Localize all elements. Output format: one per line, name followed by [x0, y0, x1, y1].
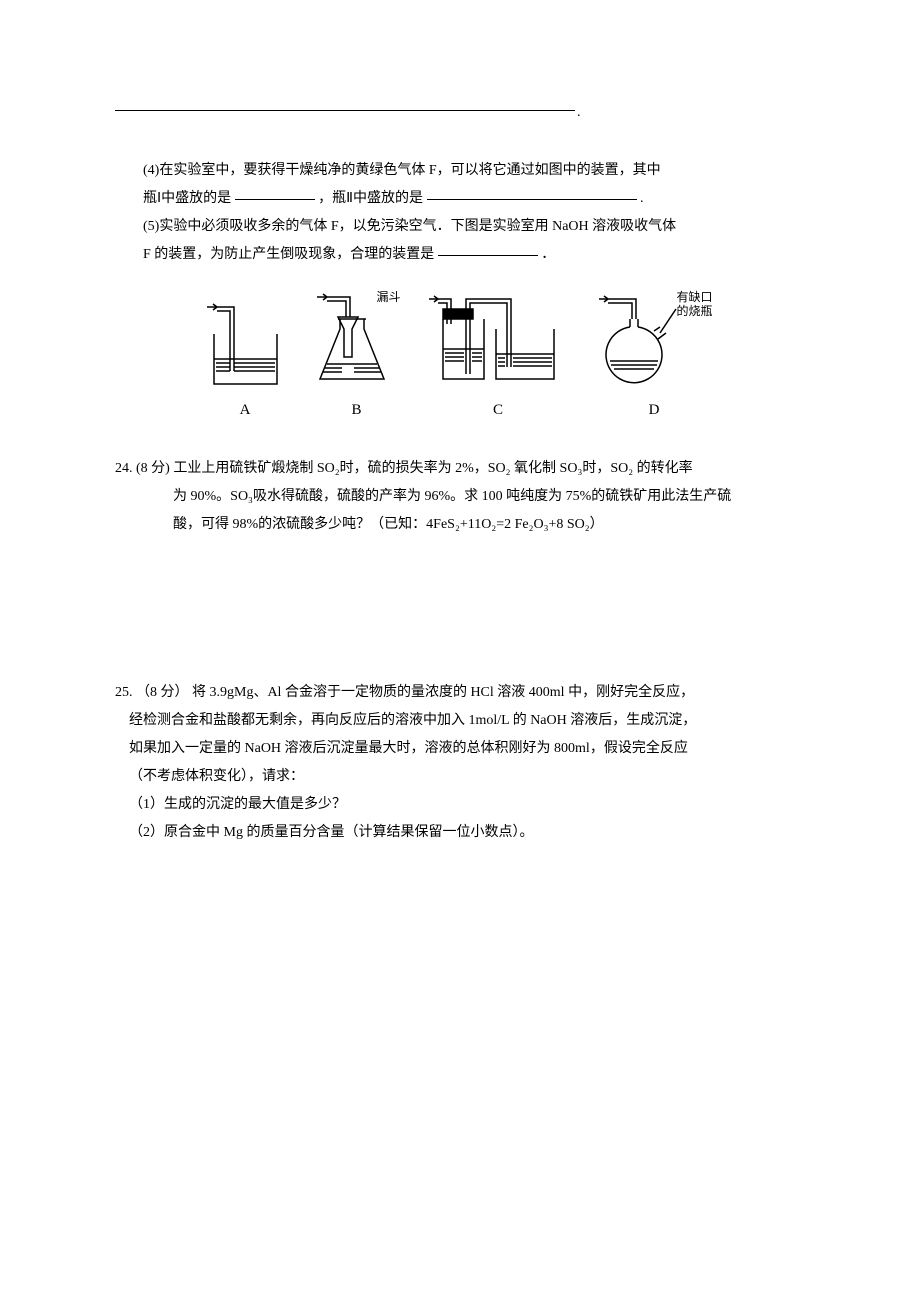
q25-pts: （8 分）: [136, 685, 189, 700]
rule-trail: .: [577, 105, 581, 120]
label-a: A: [240, 395, 251, 425]
q25-line2: 经检测合金和盐酸都无剩余，再向反应后的溶液中加入 1mol/L 的 NaOH 溶…: [115, 707, 800, 735]
question-25: 25. （8 分） 将 3.9gMg、Al 合金溶于一定物质的量浓度的 HCl …: [115, 679, 800, 847]
q23-4-text-c: ，瓶Ⅱ中盛放的是: [318, 191, 423, 206]
q24-l1: 工业上用硫铁矿煅烧制 SO₂时，硫的损失率为 2%，SO₂ 氧化制 SO₃时，S…: [173, 461, 692, 476]
q25-line1: 25. （8 分） 将 3.9gMg、Al 合金溶于一定物质的量浓度的 HCl …: [115, 679, 800, 707]
header-rule: [115, 110, 575, 111]
label-d: D: [649, 395, 660, 425]
apparatus-row: A: [115, 289, 800, 425]
q25-sub2: （2）原合金中 Mg 的质量百分含量（计算结果保留一位小数点）。: [115, 819, 800, 847]
q23-5-text-c: ．: [541, 247, 555, 262]
q24-num: 24.: [115, 461, 133, 476]
q23-4-text-b: 瓶Ⅰ中盛放的是: [143, 191, 231, 206]
q24-line3: 酸，可得 98%的浓硫酸多少吨？（已知：4FeS₂+11O₂=2 Fe₂O₃+8…: [115, 511, 800, 539]
q23-4-line1: (4)在实验室中，要获得干燥纯净的黄绿色气体 F，可以将它通过如图中的装置，其中: [115, 157, 800, 185]
q24-pts: (8 分): [136, 461, 170, 476]
blank-bottle2: [427, 199, 637, 200]
q23-5-line2: F 的装置，为防止产生倒吸现象，合理的装置是 ．: [115, 241, 800, 269]
blank-device: [438, 255, 538, 256]
q25-num: 25.: [115, 685, 133, 700]
notch-callout-l1: 有缺口: [677, 291, 713, 305]
apparatus-a: A: [202, 299, 287, 425]
apparatus-c: C: [426, 289, 571, 425]
question-24: 24. (8 分) 工业上用硫铁矿煅烧制 SO₂时，硫的损失率为 2%，SO₂ …: [115, 455, 800, 539]
q24-line2: 为 90%。SO₃吸水得硫酸，硫酸的产率为 96%。求 100 吨纯度为 75%…: [115, 483, 800, 511]
apparatus-b: 漏斗 B: [312, 289, 400, 425]
q23-4-text-d: .: [640, 191, 644, 206]
beaker-a-icon: [202, 299, 287, 389]
label-b: B: [351, 395, 361, 425]
q23-5-text-b: F 的装置，为防止产生倒吸现象，合理的装置是: [143, 247, 434, 262]
notch-callout: 有缺口 的烧瓶: [677, 291, 713, 319]
label-c: C: [493, 395, 503, 425]
q23-5-line1: (5)实验中必须吸收多余的气体 F，以免污染空气．下图是实验室用 NaOH 溶液…: [115, 213, 800, 241]
notch-callout-l2: 的烧瓶: [677, 305, 713, 319]
q25-sub1: （1）生成的沉淀的最大值是多少？: [115, 791, 800, 819]
bottle-beaker-c-icon: [426, 289, 571, 389]
q25-line3: 如果加入一定量的 NaOH 溶液后沉淀量最大时，溶液的总体积刚好为 800ml，…: [115, 735, 800, 763]
q23-4-line2: 瓶Ⅰ中盛放的是 ，瓶Ⅱ中盛放的是 .: [115, 185, 800, 213]
q25-l1: 将 3.9gMg、Al 合金溶于一定物质的量浓度的 HCl 溶液 400ml 中…: [192, 685, 694, 700]
q24-line1: 24. (8 分) 工业上用硫铁矿煅烧制 SO₂时，硫的损失率为 2%，SO₂ …: [115, 455, 800, 483]
blank-bottle1: [235, 199, 315, 200]
funnel-callout: 漏斗: [376, 291, 400, 305]
exam-page: . (4)在实验室中，要获得干燥纯净的黄绿色气体 F，可以将它通过如图中的装置，…: [0, 0, 920, 907]
apparatus-d: 有缺口 的烧瓶 D: [596, 289, 713, 425]
q25-line4: （不考虑体积变化），请求：: [115, 763, 800, 791]
